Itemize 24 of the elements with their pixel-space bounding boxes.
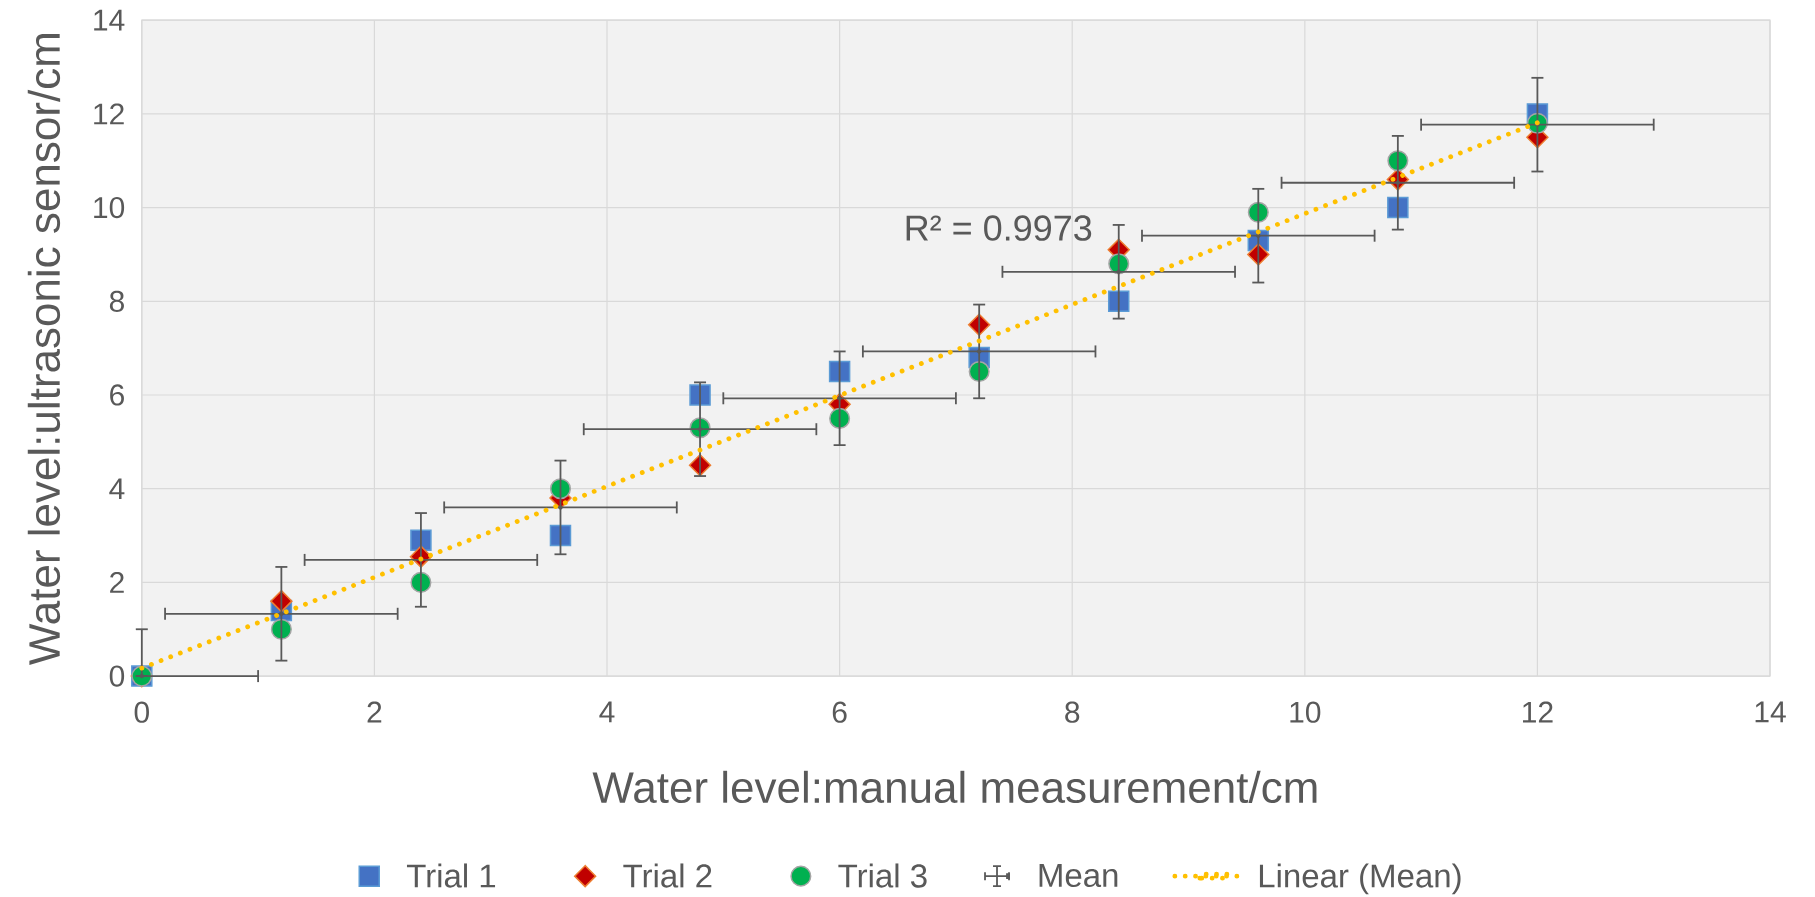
y-tick-label: 0 xyxy=(109,665,125,687)
y-tick-label: 2 xyxy=(110,571,124,593)
annotation: R² = 0.9973 xyxy=(906,215,1092,241)
x-tick-label: 8 xyxy=(1065,701,1080,723)
x-tick-label: 2 xyxy=(367,701,382,723)
y-tick-label: 14 xyxy=(94,9,125,31)
x-tick-label: 0 xyxy=(134,701,149,723)
x-axis-title: Water level:manual measurement/cm xyxy=(592,770,1317,804)
x-tick-label: 14 xyxy=(1755,701,1786,723)
legend-label: Trial 2 xyxy=(623,863,712,888)
legend-label: Trial 3 xyxy=(838,863,927,888)
legend-label: Mean xyxy=(1039,864,1118,888)
x-tick-label: 4 xyxy=(599,701,615,723)
legend-label: Trial 1 xyxy=(406,863,496,888)
legend-label: Linear (Mean) xyxy=(1259,863,1461,895)
y-tick-label: 10 xyxy=(94,196,125,219)
x-tick-label: 12 xyxy=(1523,701,1553,723)
y-tick-label: 8 xyxy=(109,290,124,312)
x-tick-label: 6 xyxy=(832,701,847,723)
y-tick-label: 4 xyxy=(109,478,125,500)
y-tick-label: 6 xyxy=(110,384,124,406)
y-tick-label: 12 xyxy=(94,103,124,125)
x-tick-label: 10 xyxy=(1290,701,1321,723)
y-axis-title: Water level:ultrasonic sensor/cm xyxy=(27,34,61,666)
